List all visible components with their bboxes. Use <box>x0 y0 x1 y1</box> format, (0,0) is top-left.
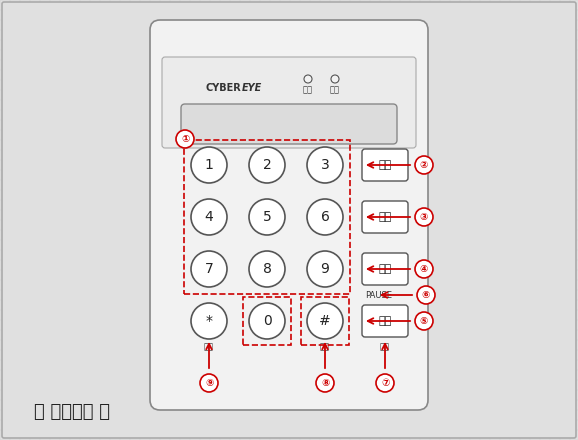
Text: ⑧: ⑧ <box>321 378 329 388</box>
Text: ⑤: ⑤ <box>420 316 428 326</box>
Text: ⑦: ⑦ <box>381 378 389 388</box>
FancyBboxPatch shape <box>362 149 408 181</box>
FancyBboxPatch shape <box>362 253 408 285</box>
Circle shape <box>249 251 285 287</box>
Text: ⑨: ⑨ <box>205 378 213 388</box>
Circle shape <box>249 199 285 235</box>
Text: 待機: 待機 <box>303 85 313 95</box>
Circle shape <box>331 75 339 83</box>
Text: 0: 0 <box>262 314 272 328</box>
Circle shape <box>415 208 433 226</box>
FancyBboxPatch shape <box>181 104 397 144</box>
Circle shape <box>304 75 312 83</box>
Bar <box>184 140 350 294</box>
Text: 1: 1 <box>205 158 213 172</box>
Text: 3: 3 <box>321 158 329 172</box>
Text: ⑥: ⑥ <box>422 290 430 300</box>
Text: 6: 6 <box>321 210 329 224</box>
Text: 入力: 入力 <box>379 160 392 170</box>
Text: 再生: 再生 <box>320 342 330 352</box>
Text: 4: 4 <box>205 210 213 224</box>
Circle shape <box>307 199 343 235</box>
Text: 解除: 解除 <box>379 316 392 326</box>
Circle shape <box>307 251 343 287</box>
Text: CYBER: CYBER <box>205 83 241 93</box>
Text: EYE: EYE <box>242 83 262 93</box>
Circle shape <box>249 147 285 183</box>
Text: 5: 5 <box>262 210 272 224</box>
Bar <box>243 297 291 345</box>
Circle shape <box>191 303 227 339</box>
Circle shape <box>415 312 433 330</box>
FancyBboxPatch shape <box>362 201 408 233</box>
Text: PAUSE: PAUSE <box>365 290 392 300</box>
Text: 非常: 非常 <box>330 85 340 95</box>
Text: 2: 2 <box>262 158 272 172</box>
Circle shape <box>191 147 227 183</box>
Text: ①: ① <box>181 134 189 144</box>
Circle shape <box>200 374 218 392</box>
FancyBboxPatch shape <box>362 305 408 337</box>
Text: 作動: 作動 <box>379 264 392 274</box>
Text: ③: ③ <box>420 212 428 222</box>
Text: ②: ② <box>420 160 428 170</box>
Circle shape <box>176 130 194 148</box>
Circle shape <box>191 199 227 235</box>
Text: 録音: 録音 <box>204 342 214 352</box>
Text: #: # <box>319 314 331 328</box>
Text: *: * <box>206 314 213 328</box>
Circle shape <box>417 286 435 304</box>
Bar <box>301 297 349 345</box>
Circle shape <box>316 374 334 392</box>
Text: 9: 9 <box>321 262 329 276</box>
Circle shape <box>307 147 343 183</box>
FancyBboxPatch shape <box>162 57 416 148</box>
FancyBboxPatch shape <box>150 20 428 410</box>
Circle shape <box>415 260 433 278</box>
Circle shape <box>415 156 433 174</box>
Text: 7: 7 <box>205 262 213 276</box>
Text: ＜ 操作キー ＞: ＜ 操作キー ＞ <box>34 403 110 421</box>
Text: 設定: 設定 <box>379 212 392 222</box>
Circle shape <box>191 251 227 287</box>
Circle shape <box>307 303 343 339</box>
Circle shape <box>249 303 285 339</box>
Text: 8: 8 <box>262 262 272 276</box>
Text: 消去: 消去 <box>380 342 390 352</box>
Circle shape <box>376 374 394 392</box>
Text: ④: ④ <box>420 264 428 274</box>
